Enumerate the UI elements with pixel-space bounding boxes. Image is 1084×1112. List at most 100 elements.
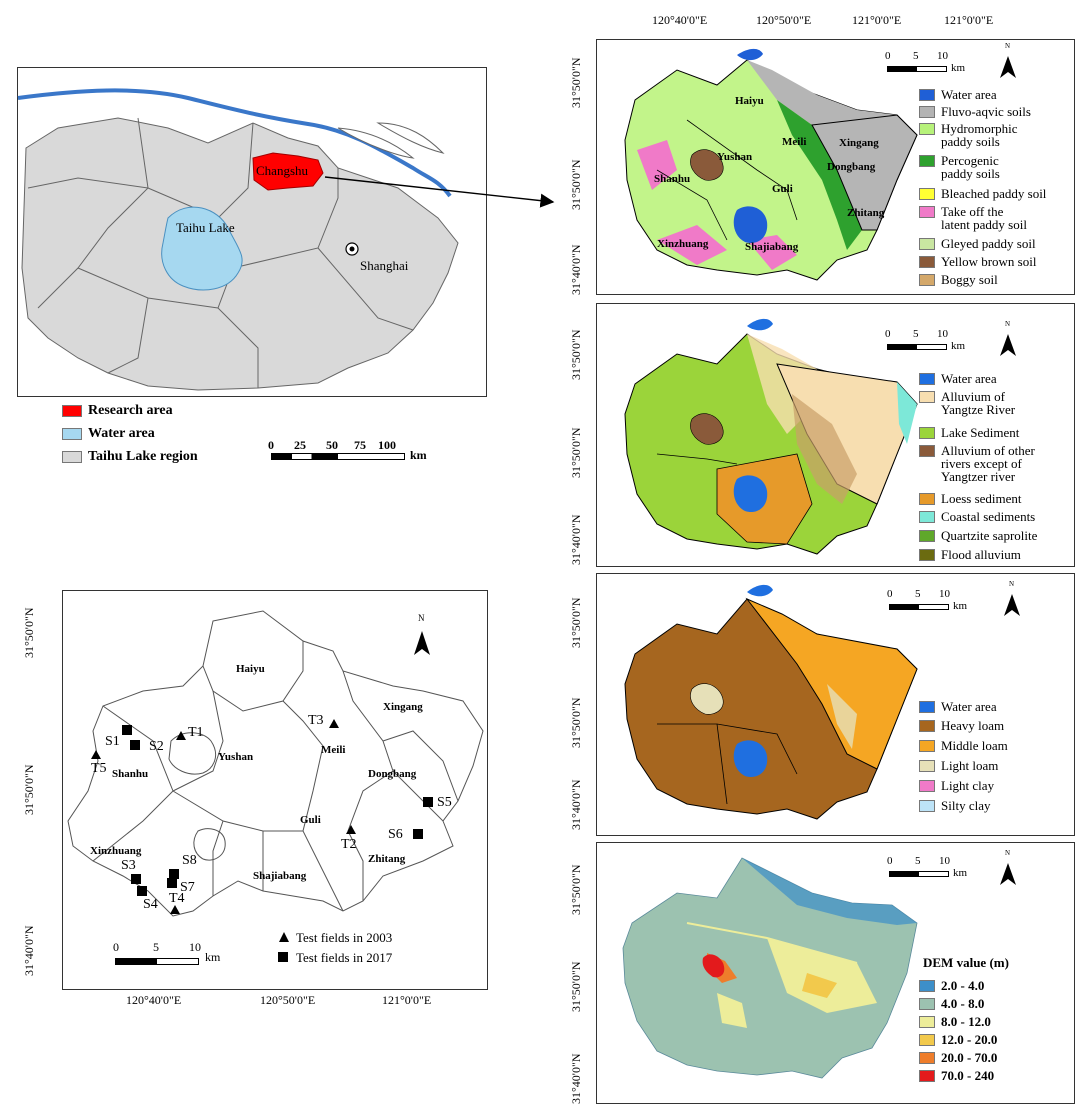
scale-unit: km [410, 448, 427, 462]
legend-item: 20.0 - 70.0 [919, 1051, 997, 1064]
dem-legend-title: DEM value (m) [923, 955, 1009, 970]
soil-scale-bar: 0 5 10 km [885, 50, 966, 74]
parent-scale-bar: 0 5 10 km [885, 328, 966, 352]
lat-label: 31°50'0"N [569, 427, 583, 478]
legend-item: 12.0 - 20.0 [919, 1033, 997, 1046]
legend-item-research-area: Research area [62, 404, 173, 418]
lat-label: 31°50'0"N [569, 57, 583, 108]
dem-map-graphic [622, 857, 918, 1079]
legend-item: Take off the latent paddy soil [919, 205, 1027, 231]
town-label: Meili [321, 744, 346, 756]
point-label: T2 [341, 837, 357, 852]
legend-item: Heavy loam [919, 719, 1004, 732]
legend-item-water-area: Water area [62, 427, 155, 441]
legend-item: Water area [919, 700, 997, 713]
test-field-symbols [91, 719, 433, 914]
town-label: Guli [300, 814, 321, 826]
point-label: S7 [180, 880, 195, 895]
point-label: T1 [188, 725, 204, 740]
triangle-marker-t5 [91, 750, 101, 759]
dem-legend: DEM value (m) 2.0 - 4.0 4.0 - 8.0 8.0 - … [919, 955, 1073, 1095]
parent-material-map-panel: 0 5 10 km N Water area Alluvium of Yangt… [596, 303, 1075, 567]
north-arrow-icon [1000, 56, 1016, 78]
legend-item: Quartzite saprolite [919, 529, 1037, 542]
point-label: T3 [308, 713, 324, 728]
point-label: T4 [169, 891, 185, 906]
scale-tick-label: 75 [354, 438, 366, 452]
legend-item: 70.0 - 240 [919, 1069, 994, 1082]
lat-label: 31°40'0"N [569, 244, 583, 295]
lat-label: 31°50'0"N [569, 864, 583, 915]
parent-legend: Water area Alluvium of Yangtze River Lak… [919, 372, 1073, 564]
legend-item: Lake Sediment [919, 426, 1019, 439]
legend-item-taihu-region: Taihu Lake region [62, 450, 198, 464]
town-label: Dongbang [368, 768, 417, 780]
legend-item: Light clay [919, 779, 994, 792]
dem-map-panel: 0 5 10 km N DEM value (m) 2.0 - 4.0 4.0 … [596, 842, 1075, 1104]
north-label: N [418, 613, 425, 623]
parent-material-map-graphic [624, 318, 918, 555]
square-icon [278, 952, 288, 962]
scale-bar-graphic [889, 604, 949, 610]
sample-map-graphic [67, 610, 484, 917]
legend-item: Hydromorphic paddy soils [919, 122, 1018, 148]
square-marker-s8 [169, 869, 179, 879]
point-label: S4 [143, 897, 158, 912]
soil-legend: Water area Fluvo-aqvic soils Hydromorphi… [919, 88, 1073, 294]
triangle-marker-t2 [346, 825, 356, 834]
legend-item: Alluvium of other rivers except of Yangt… [919, 444, 1035, 483]
sample-scale-bar: 0 5 10 km [113, 940, 221, 965]
north-label: N [1005, 320, 1011, 328]
town-label: Haiyu [236, 663, 265, 675]
north-arrow-icon [1000, 863, 1016, 885]
legend-item: Yellow brown soil [919, 255, 1036, 268]
town-label: Dongbang [827, 161, 876, 173]
square-marker-s4 [137, 886, 147, 896]
legend-swatch [62, 428, 82, 440]
town-label: Shanhu [112, 768, 149, 780]
sample-map-panel: Haiyu Xingang Meili Yushan Shanhu Dongba… [62, 590, 488, 990]
square-marker-s3 [131, 874, 141, 884]
point-label: S3 [121, 858, 136, 873]
lon-label: 120°40'0"E [652, 13, 708, 27]
lat-label: 31°40'0"N [569, 779, 583, 830]
lat-label: 31°40'0"N [569, 514, 583, 565]
square-marker-s5 [423, 797, 433, 807]
town-label: Yushan [717, 151, 753, 163]
scale-bar-graphic [887, 344, 947, 350]
town-label: Xingang [839, 137, 879, 149]
lat-label: 31°50'0"N [569, 597, 583, 648]
scale-tick-label: 25 [294, 438, 306, 452]
legend-swatch [62, 405, 82, 417]
legend-item: Flood alluvium [919, 548, 1021, 561]
north-arrow-icon [1000, 334, 1016, 356]
town-label: Shajiabang [253, 870, 307, 882]
legend-item: Alluvium of Yangtze River [919, 390, 1015, 416]
triangle-marker-t1 [176, 731, 186, 740]
legend-item: Boggy soil [919, 273, 998, 286]
lat-label: 31°50'0"N [569, 961, 583, 1012]
triangle-marker-t4 [170, 905, 180, 914]
town-label: Guli [772, 183, 793, 195]
north-arrow-icon [414, 631, 430, 655]
lat-label: 31°50'0"N [569, 697, 583, 748]
legend-swatch [62, 451, 82, 463]
lon-label: 120°40'0"E [126, 993, 182, 1007]
legend-item-2017: Test fields in 2017 [278, 951, 392, 964]
lat-label: 31°50'0"N [569, 329, 583, 380]
lat-label: 31°50'0"N [22, 607, 36, 658]
soil-type-map-panel: Haiyu Meili Xingang Yushan Dongbang Shan… [596, 39, 1075, 295]
location-map-graphic [17, 88, 459, 391]
legend-item: Percogenic paddy soils [919, 154, 1000, 180]
lon-label: 120°50'0"E [756, 13, 812, 27]
square-marker-s6 [413, 829, 423, 839]
legend-item: Silty clay [919, 799, 990, 812]
town-label: Xinzhuang [90, 845, 142, 857]
lon-label: 121°0'0"E [852, 13, 902, 27]
town-label: Shanhu [654, 173, 691, 185]
location-map-panel: Changshu Taihu Lake Shanghai [17, 67, 487, 397]
town-label: Shajiabang [745, 241, 799, 253]
scale-bar-graphic [115, 958, 199, 965]
legend-item: Water area [919, 372, 997, 385]
soil-texture-map-graphic [624, 584, 918, 820]
